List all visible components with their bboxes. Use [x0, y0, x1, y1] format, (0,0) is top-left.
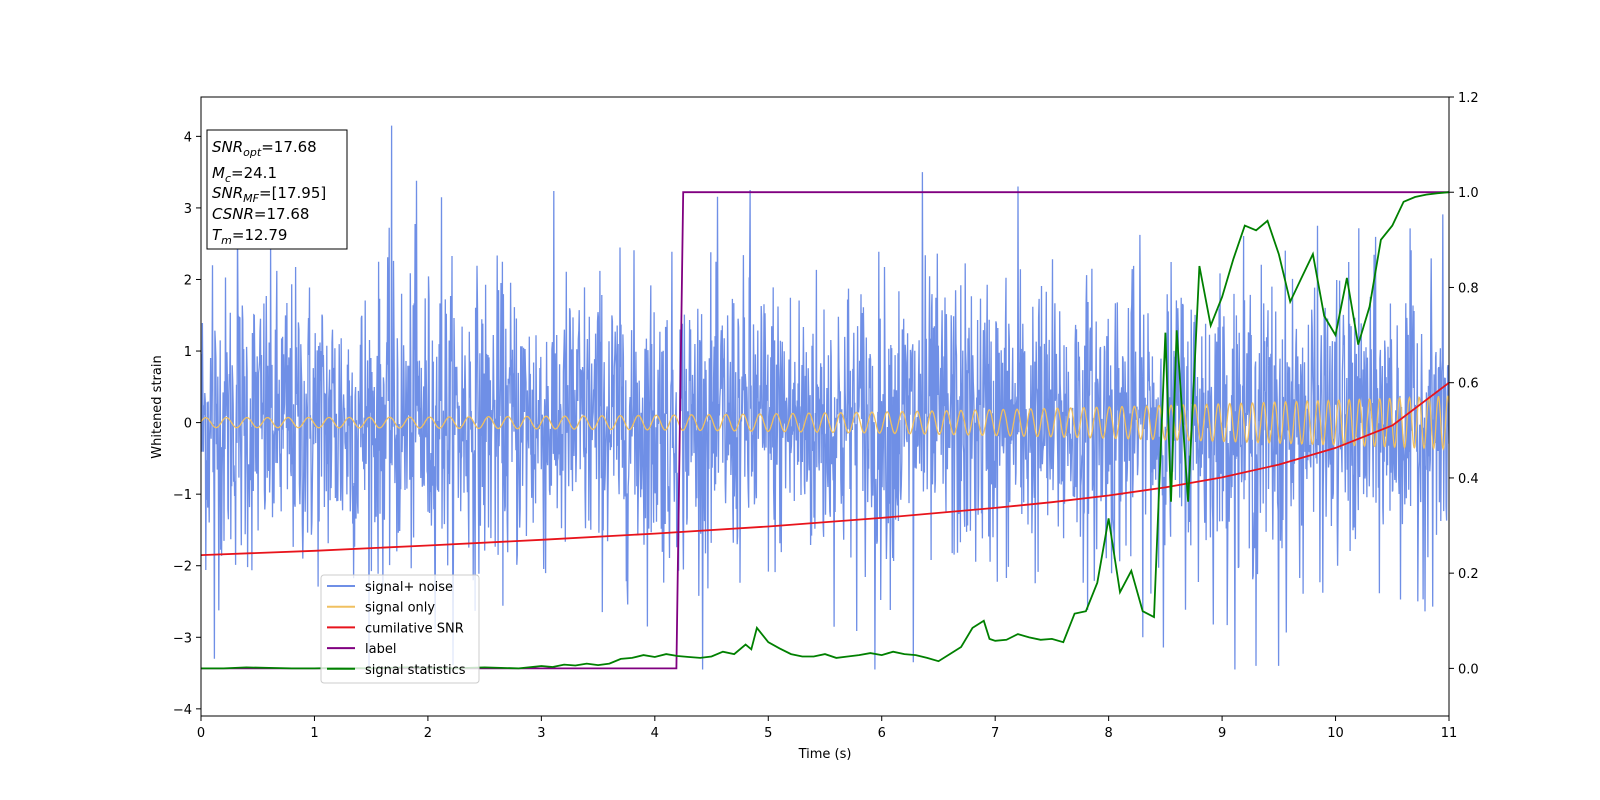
x-axis-title: Time (s): [798, 747, 852, 762]
x-tick-label: 11: [1441, 726, 1458, 741]
x-axis: 0 1 2 3 4 5 6 7 8 9 10 11: [197, 716, 1457, 741]
y-right-tick-label: 0.6: [1458, 377, 1479, 392]
y-left-tick-label: −1: [173, 488, 192, 503]
legend-entry-label: cumilative SNR: [365, 621, 464, 636]
legend-frame: [320, 574, 480, 684]
y-right-tick-label: 0.0: [1458, 662, 1479, 677]
x-tick-label: 7: [991, 726, 999, 741]
series-signal-statistics-line: [201, 191, 1449, 670]
stats-annotation-box: SNRopt=17.68 Mc=24.1SNRMF=[17.95]CSNR=17.…: [206, 129, 348, 250]
series-signal-only-line: [201, 395, 1449, 451]
legend-entry-label: label: [365, 642, 396, 657]
annotation-line: CSNR=17.68: [212, 205, 309, 223]
x-tick-label: 6: [878, 726, 886, 741]
x-tick-label: 3: [537, 726, 545, 741]
y-left-tick-label: 0: [184, 417, 192, 432]
x-tick-label: 0: [197, 726, 205, 741]
x-tick-label: 5: [764, 726, 772, 741]
y-axis-right: 0.0 0.2 0.4 0.6 0.8 1.0 1.2: [1449, 91, 1479, 677]
y-right-tick-label: 1.0: [1458, 186, 1479, 201]
x-tick-label: 10: [1327, 726, 1344, 741]
y-left-tick-label: 1: [184, 345, 192, 360]
annotation-line: Tm=12.79: [212, 226, 287, 247]
y-axis-title: Whitened strain: [150, 355, 165, 458]
x-tick-label: 4: [651, 726, 659, 741]
y-left-tick-label: 4: [184, 130, 192, 145]
y-axis-left: −4 −3 −2 −1 0 1 2 3 4: [173, 130, 201, 718]
series-signal-plus-noise-line: [201, 125, 1449, 670]
annotation-line: SNRopt=17.68: [212, 138, 317, 159]
y-right-tick-label: 0.4: [1458, 472, 1479, 487]
y-right-tick-label: 0.8: [1458, 281, 1479, 296]
legend-entry-label: signal statistics: [365, 663, 466, 678]
y-left-tick-label: −4: [173, 703, 192, 718]
y-right-tick-label: 1.2: [1458, 91, 1479, 106]
x-tick-label: 8: [1104, 726, 1112, 741]
legend-entry-label: signal only: [365, 601, 435, 616]
y-left-tick-label: −2: [173, 560, 192, 575]
y-left-tick-label: 3: [184, 202, 192, 217]
annotation-line: SNRMF=[17.95]: [212, 184, 326, 205]
y-left-tick-label: 2: [184, 273, 192, 288]
x-tick-label: 2: [424, 726, 432, 741]
series-cumulative-snr-line: [201, 381, 1449, 556]
x-tick-label: 1: [310, 726, 318, 741]
y-left-tick-label: −3: [173, 631, 192, 646]
plot-frame: [200, 96, 1450, 717]
y-right-tick-label: 0.2: [1458, 567, 1479, 582]
legend: signal+ noise signal only cumilative SNR la…: [320, 574, 480, 684]
annotation-line: Mc=24.1: [212, 164, 277, 185]
legend-entry-label: signal+ noise: [365, 580, 453, 595]
x-tick-label: 9: [1218, 726, 1226, 741]
annotation-frame: [206, 129, 348, 250]
